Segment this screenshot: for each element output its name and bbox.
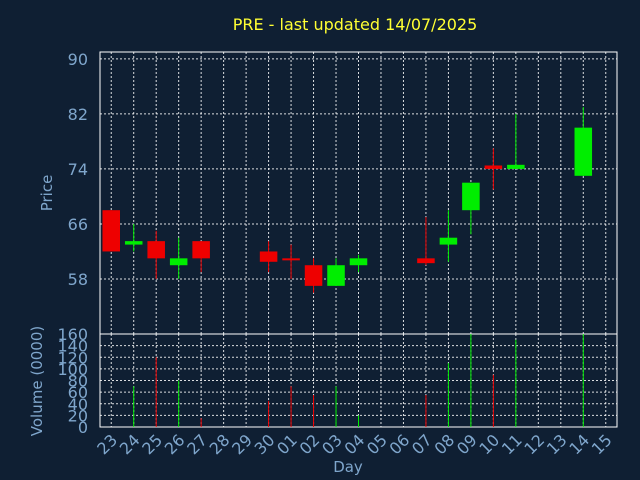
price-tick-label: 90 — [68, 50, 88, 69]
volume-tick-label: 40 — [68, 395, 88, 414]
price-tick-label: 66 — [68, 215, 88, 234]
volume-tick-label: 20 — [68, 406, 88, 425]
price-gridlines — [100, 52, 617, 334]
candles — [102, 107, 593, 293]
price-axis-ticks: 58 66 74 82 90 — [68, 50, 88, 289]
candle-body — [192, 241, 210, 259]
candle-body — [484, 165, 503, 169]
candle-body — [282, 258, 300, 261]
volume-tick-label: 0 — [78, 418, 88, 437]
candle-body — [462, 182, 480, 211]
price-tick-label: 58 — [68, 270, 88, 289]
volume-axis-label: Volume (0000) — [28, 326, 46, 436]
candle-body — [327, 265, 345, 286]
chart-title: PRE - last updated 14/07/2025 — [233, 15, 478, 34]
candle-body — [349, 258, 368, 266]
candle-body — [507, 164, 525, 169]
volume-gridlines — [100, 333, 617, 428]
x-axis-label: Day — [333, 458, 363, 476]
candle-body — [147, 241, 165, 259]
x-axis-ticks: 2324252627282930010203040506070809101112… — [93, 430, 615, 458]
volume-bars — [133, 334, 584, 427]
candle-body — [102, 210, 121, 252]
volume-tick-label: 80 — [68, 372, 88, 391]
volume-tick-label: 120 — [57, 348, 88, 367]
price-tick-label: 82 — [68, 105, 88, 124]
x-tick-label: 15 — [588, 430, 616, 458]
volume-tick-label: 100 — [57, 360, 88, 379]
candle-body — [169, 258, 188, 266]
candle-body — [417, 258, 435, 264]
candle-body — [439, 237, 458, 245]
price-axis-label: Price — [38, 175, 56, 212]
candle-body — [574, 127, 593, 176]
candle-body — [304, 265, 323, 286]
volume-tick-label: 60 — [68, 383, 88, 402]
volume-tick-label: 160 — [57, 325, 88, 344]
volume-tick-label: 140 — [57, 337, 88, 356]
price-tick-label: 74 — [68, 160, 88, 179]
candle-body — [259, 251, 278, 262]
candle-body — [124, 241, 143, 245]
